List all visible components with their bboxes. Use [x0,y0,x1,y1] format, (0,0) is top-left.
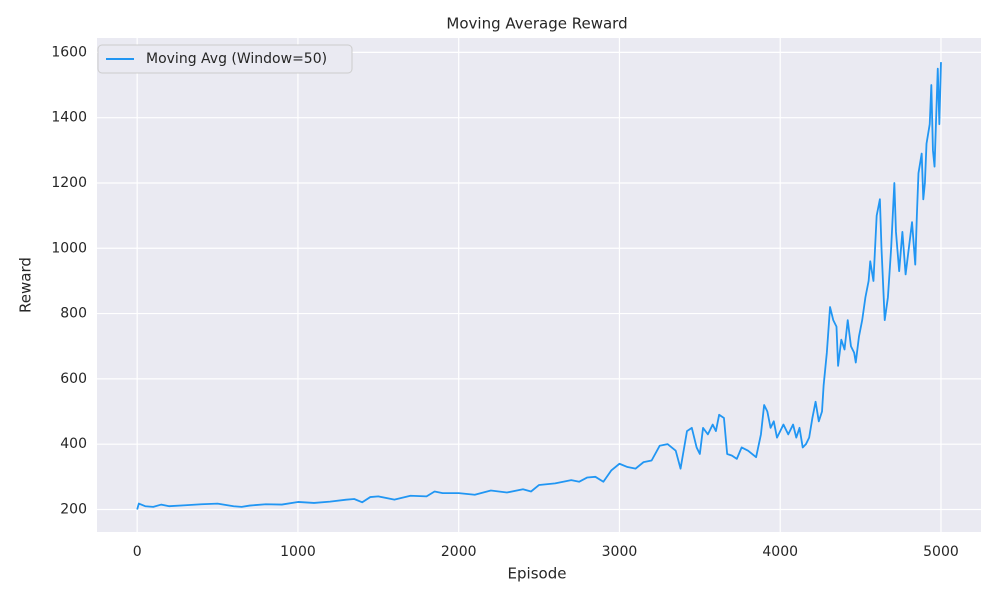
chart-title: Moving Average Reward [446,15,627,33]
legend: Moving Avg (Window=50) [97,44,353,74]
x-tick-label: 1000 [280,544,316,560]
data-line [136,62,942,510]
plot-area [97,38,981,532]
plot [136,62,942,510]
x-tick-label: 3000 [602,544,638,560]
y-tick-label: 1000 [51,240,87,256]
y-tick-label: 1200 [51,175,87,191]
x-tick-label: 2000 [441,544,477,560]
x-tick-label: 0 [133,544,142,560]
y-tick-label: 400 [60,436,87,452]
y-tick-label: 1600 [51,44,87,60]
legend-box [97,44,353,74]
legend-label: Moving Avg (Window=50) [146,51,327,67]
y-axis-label: Reward [17,257,35,313]
x-axis-label: Episode [508,565,567,583]
y-tick-label: 800 [60,306,87,322]
y-tick-label: 1400 [51,110,87,126]
y-tick-label: 600 [60,371,87,387]
y-tick-label: 200 [60,501,87,517]
x-tick-label: 4000 [762,544,798,560]
grid [97,38,981,532]
x-tick-label: 5000 [923,544,959,560]
